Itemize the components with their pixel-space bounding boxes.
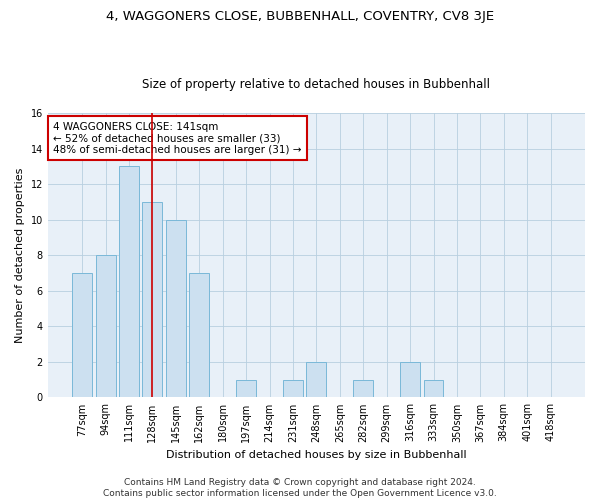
Bar: [72, 273, 92, 398]
Y-axis label: Number of detached properties: Number of detached properties: [15, 168, 25, 343]
Bar: [424, 380, 443, 398]
Bar: [142, 202, 163, 398]
Bar: [95, 255, 116, 398]
Bar: [283, 380, 303, 398]
Text: 4, WAGGONERS CLOSE, BUBBENHALL, COVENTRY, CV8 3JE: 4, WAGGONERS CLOSE, BUBBENHALL, COVENTRY…: [106, 10, 494, 23]
Bar: [400, 362, 420, 398]
Bar: [119, 166, 139, 398]
Bar: [190, 273, 209, 398]
Bar: [307, 362, 326, 398]
Text: Contains HM Land Registry data © Crown copyright and database right 2024.
Contai: Contains HM Land Registry data © Crown c…: [103, 478, 497, 498]
X-axis label: Distribution of detached houses by size in Bubbenhall: Distribution of detached houses by size …: [166, 450, 467, 460]
Bar: [353, 380, 373, 398]
Title: Size of property relative to detached houses in Bubbenhall: Size of property relative to detached ho…: [142, 78, 490, 91]
Bar: [236, 380, 256, 398]
Text: 4 WAGGONERS CLOSE: 141sqm
← 52% of detached houses are smaller (33)
48% of semi-: 4 WAGGONERS CLOSE: 141sqm ← 52% of detac…: [53, 122, 302, 154]
Bar: [166, 220, 186, 398]
